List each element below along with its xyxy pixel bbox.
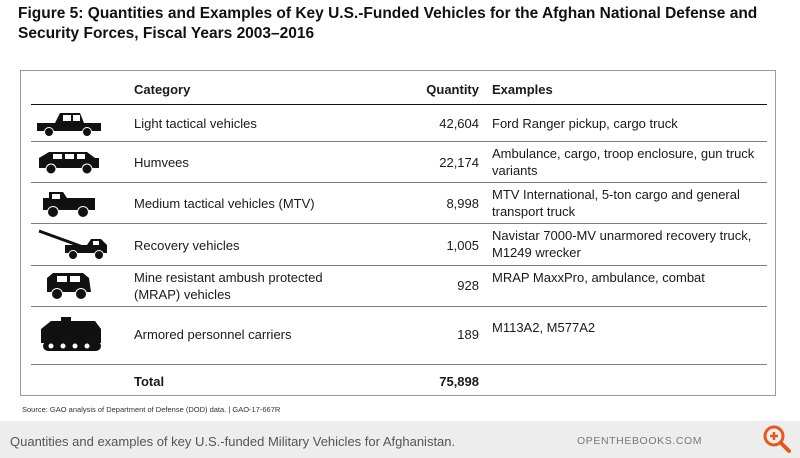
total-quantity: 75,898: [439, 374, 479, 389]
armored-carrier-icon: [41, 317, 101, 351]
caption-bar: Quantities and examples of key U.S.-fund…: [0, 421, 800, 458]
header-quantity: Quantity: [426, 82, 479, 97]
row-quantity: 1,005: [446, 238, 479, 253]
row-examples: MTV International, 5-ton cargo and gener…: [492, 187, 740, 219]
table-row: Armored personnel carriers 189 M113A2, M…: [31, 307, 767, 365]
figure-source: Source: GAO analysis of Department of De…: [22, 405, 281, 414]
row-category: Recovery vehicles: [134, 238, 240, 253]
figure-title: Figure 5: Quantities and Examples of Key…: [18, 5, 758, 42]
table-header-row: Category Quantity Examples: [31, 71, 767, 105]
row-examples: Navistar 7000-MV unarmored recovery truc…: [492, 228, 752, 260]
table-row: Light tactical vehicles 42,604 Ford Rang…: [31, 105, 767, 142]
row-quantity: 22,174: [439, 155, 479, 170]
row-examples: M113A2, M577A2: [492, 320, 596, 335]
zoom-in-icon[interactable]: [762, 424, 792, 454]
row-examples: Ford Ranger pickup, cargo truck: [492, 116, 678, 131]
humvee-icon: [39, 152, 99, 175]
row-category: Humvees: [134, 155, 189, 170]
row-quantity: 928: [457, 278, 479, 293]
site-name: OPENTHEBOOKS.COM: [577, 435, 703, 447]
table-row: Recovery vehicles 1,005 Navistar 7000-MV…: [31, 224, 767, 266]
row-examples: MRAP MaxxPro, ambulance, combat: [492, 270, 705, 285]
vehicle-table: Category Quantity Examples Light tactica…: [20, 70, 776, 396]
pickup-truck-icon: [37, 113, 101, 137]
row-category: Mine resistant ambush protected (MRAP) v…: [134, 270, 323, 302]
recovery-truck-icon: [38, 229, 107, 260]
row-quantity: 42,604: [439, 116, 479, 131]
image-caption: Quantities and examples of key U.S.-fund…: [10, 434, 456, 449]
table-row: Medium tactical vehicles (MTV) 8,998 MTV…: [31, 183, 767, 224]
table-total-row: Total 75,898: [31, 365, 767, 393]
mrap-icon: [47, 273, 91, 300]
mtv-truck-icon: [43, 192, 95, 218]
table-row: Mine resistant ambush protected (MRAP) v…: [31, 266, 767, 307]
header-examples: Examples: [492, 82, 553, 97]
table-row: Humvees 22,174 Ambulance, cargo, troop e…: [31, 142, 767, 183]
row-category: Armored personnel carriers: [134, 327, 292, 342]
row-category: Light tactical vehicles: [134, 116, 257, 131]
row-examples: Ambulance, cargo, troop enclosure, gun t…: [492, 146, 755, 178]
row-category: Medium tactical vehicles (MTV): [134, 196, 315, 211]
row-quantity: 189: [457, 327, 479, 342]
header-category: Category: [134, 82, 191, 97]
total-label: Total: [134, 374, 165, 389]
row-quantity: 8,998: [446, 196, 479, 211]
